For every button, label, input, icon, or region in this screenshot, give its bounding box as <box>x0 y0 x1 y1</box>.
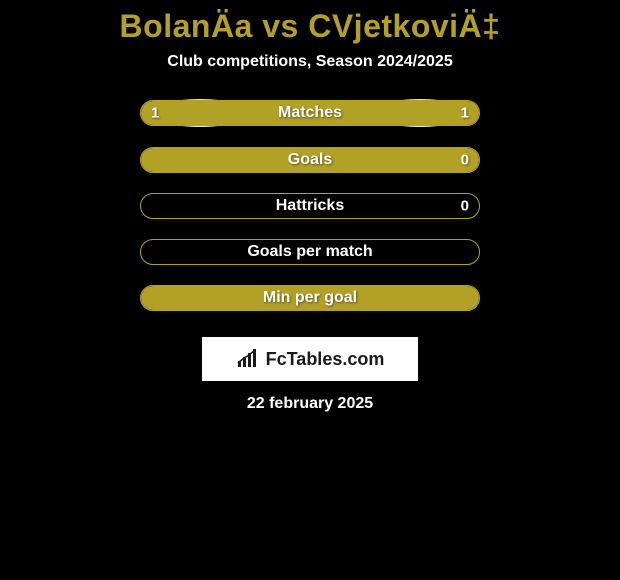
stat-row: 0Goals <box>140 149 480 171</box>
stat-bar: Min per goal <box>140 285 480 311</box>
stat-label: Goals per match <box>141 243 479 261</box>
bar-track: Goals per match <box>140 239 480 265</box>
stat-bar: 0Goals <box>140 147 480 173</box>
bar-chart-icon <box>236 349 262 369</box>
stat-bar: Goals per match <box>140 239 480 265</box>
stat-label: Hattricks <box>141 197 479 215</box>
subtitle: Club competitions, Season 2024/2025 <box>167 53 452 71</box>
source-logo: FcTables.com <box>202 337 418 381</box>
bar-track: 0Goals <box>140 147 480 173</box>
stat-label: Matches <box>141 104 479 122</box>
bar-track: Min per goal <box>140 285 480 311</box>
date-label: 22 february 2025 <box>247 395 373 413</box>
page-title: BolanÄa vs CVjetkoviÄ‡ <box>120 8 501 45</box>
stat-row: 11Matches <box>140 99 480 127</box>
logo-text: FcTables.com <box>266 349 385 370</box>
logo-inner: FcTables.com <box>236 349 385 370</box>
stat-row: Min per goal <box>140 285 480 311</box>
stat-row: 0Hattricks <box>140 193 480 219</box>
stat-bar: 11Matches <box>140 100 480 126</box>
comparison-widget: BolanÄa vs CVjetkoviÄ‡ Club competitions… <box>0 0 620 413</box>
bar-track: 11Matches <box>140 100 480 126</box>
stat-row: Goals per match <box>140 239 480 265</box>
stat-label: Goals <box>141 151 479 169</box>
stat-bar: 0Hattricks <box>140 193 480 219</box>
stat-label: Min per goal <box>141 289 479 307</box>
stats-list: 11Matches 0Goals 0Hattricks Goals per match… <box>140 99 480 331</box>
bar-track: 0Hattricks <box>140 193 480 219</box>
